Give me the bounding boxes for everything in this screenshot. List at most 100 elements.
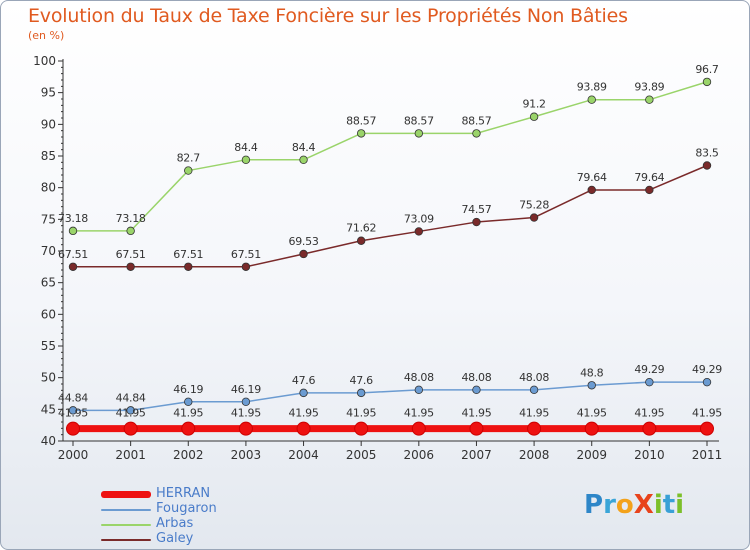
legend-label: Arbas xyxy=(156,516,194,531)
data-label: 48.08 xyxy=(519,371,549,384)
data-point xyxy=(299,388,308,398)
logo-letter: r xyxy=(603,490,616,520)
data-label: 73.18 xyxy=(58,212,88,225)
data-label: 41.95 xyxy=(404,407,434,420)
logo-letter: P xyxy=(584,490,604,520)
chart-title: Evolution du Taux de Taxe Foncière sur l… xyxy=(28,5,628,27)
data-point xyxy=(354,421,369,436)
data-label: 93.89 xyxy=(634,81,664,94)
y-tick-label: 80 xyxy=(41,181,56,195)
data-point xyxy=(299,155,308,164)
y-tick-label: 40 xyxy=(41,434,56,448)
data-label: 67.51 xyxy=(58,248,88,261)
data-label: 79.64 xyxy=(577,171,607,184)
data-point xyxy=(702,377,712,387)
logo-letter: i xyxy=(675,490,685,520)
data-label: 48.08 xyxy=(461,371,491,384)
y-tick-label: 65 xyxy=(41,276,56,290)
data-label: 49.29 xyxy=(634,363,664,376)
data-label: 47.6 xyxy=(350,374,374,387)
y-tick-label: 50 xyxy=(41,371,56,385)
data-point xyxy=(411,421,426,436)
x-tick-label: 2003 xyxy=(231,448,262,462)
data-label: 41.95 xyxy=(116,407,146,420)
data-point xyxy=(587,381,596,390)
data-label: 41.95 xyxy=(346,407,376,420)
data-point xyxy=(123,421,138,436)
logo-letter: i xyxy=(653,490,663,520)
data-point xyxy=(645,185,654,195)
data-point xyxy=(414,227,424,236)
data-point xyxy=(68,226,78,236)
legend-swatch xyxy=(101,509,151,511)
data-point xyxy=(181,421,196,436)
x-tick-label: 2005 xyxy=(346,448,377,462)
data-point xyxy=(472,129,481,138)
data-point xyxy=(414,385,424,395)
data-point xyxy=(241,155,251,164)
data-label: 88.57 xyxy=(346,114,376,127)
data-point xyxy=(126,262,135,271)
x-tick-label: 2002 xyxy=(173,448,204,462)
data-label: 49.29 xyxy=(692,363,722,376)
data-point xyxy=(238,421,253,436)
data-point xyxy=(527,421,542,436)
data-label: 71.62 xyxy=(346,222,376,235)
data-point xyxy=(414,129,424,138)
data-label: 44.84 xyxy=(116,391,146,404)
data-label: 44.84 xyxy=(58,391,88,404)
data-point xyxy=(702,161,712,170)
data-label: 41.95 xyxy=(289,407,319,420)
legend-swatch xyxy=(101,539,151,541)
x-tick-label: 2010 xyxy=(634,448,665,462)
data-label: 93.89 xyxy=(577,81,607,94)
data-label: 48.8 xyxy=(580,366,604,379)
data-label: 69.53 xyxy=(289,235,319,248)
data-label: 73.18 xyxy=(116,212,146,225)
x-tick-label: 2006 xyxy=(404,448,435,462)
series-line-fougaron xyxy=(73,381,707,412)
x-tick-label: 2011 xyxy=(692,448,723,462)
data-label: 74.57 xyxy=(461,203,491,216)
logo-letter: t xyxy=(662,490,676,520)
y-tick-label: 45 xyxy=(41,402,56,416)
data-label: 73.09 xyxy=(404,212,434,225)
data-point xyxy=(587,185,596,195)
data-label: 84.4 xyxy=(292,141,316,154)
data-point xyxy=(356,388,366,398)
x-tick-label: 2008 xyxy=(519,448,550,462)
data-label: 84.4 xyxy=(234,141,258,154)
data-point xyxy=(184,397,193,406)
legend-label: HERRAN xyxy=(156,486,211,501)
data-point xyxy=(299,249,308,259)
data-point xyxy=(529,213,539,222)
data-point xyxy=(529,385,539,395)
data-point xyxy=(469,421,484,436)
legend-label: Galey xyxy=(156,531,194,546)
data-label: 41.95 xyxy=(634,407,664,420)
data-point xyxy=(645,95,654,104)
data-label: 88.57 xyxy=(461,114,491,127)
data-label: 41.95 xyxy=(519,407,549,420)
data-label: 75.28 xyxy=(519,199,549,212)
x-tick-label: 2009 xyxy=(576,448,607,462)
data-point xyxy=(126,406,135,415)
series-line-galey xyxy=(73,164,708,268)
data-label: 88.57 xyxy=(404,114,434,127)
data-point xyxy=(642,421,657,436)
y-tick-label: 100 xyxy=(33,54,56,68)
data-label: 67.51 xyxy=(231,248,261,261)
logo-letter: X xyxy=(633,490,654,520)
data-label: 79.64 xyxy=(634,171,664,184)
data-label: 47.6 xyxy=(292,374,316,387)
data-label: 41.95 xyxy=(58,407,88,420)
unit-label: (en %) xyxy=(28,29,65,42)
data-point xyxy=(66,421,80,436)
data-label: 83.5 xyxy=(695,147,719,160)
data-point xyxy=(184,166,193,175)
data-point xyxy=(356,236,366,245)
data-point xyxy=(472,385,481,395)
data-label: 82.7 xyxy=(177,152,201,165)
